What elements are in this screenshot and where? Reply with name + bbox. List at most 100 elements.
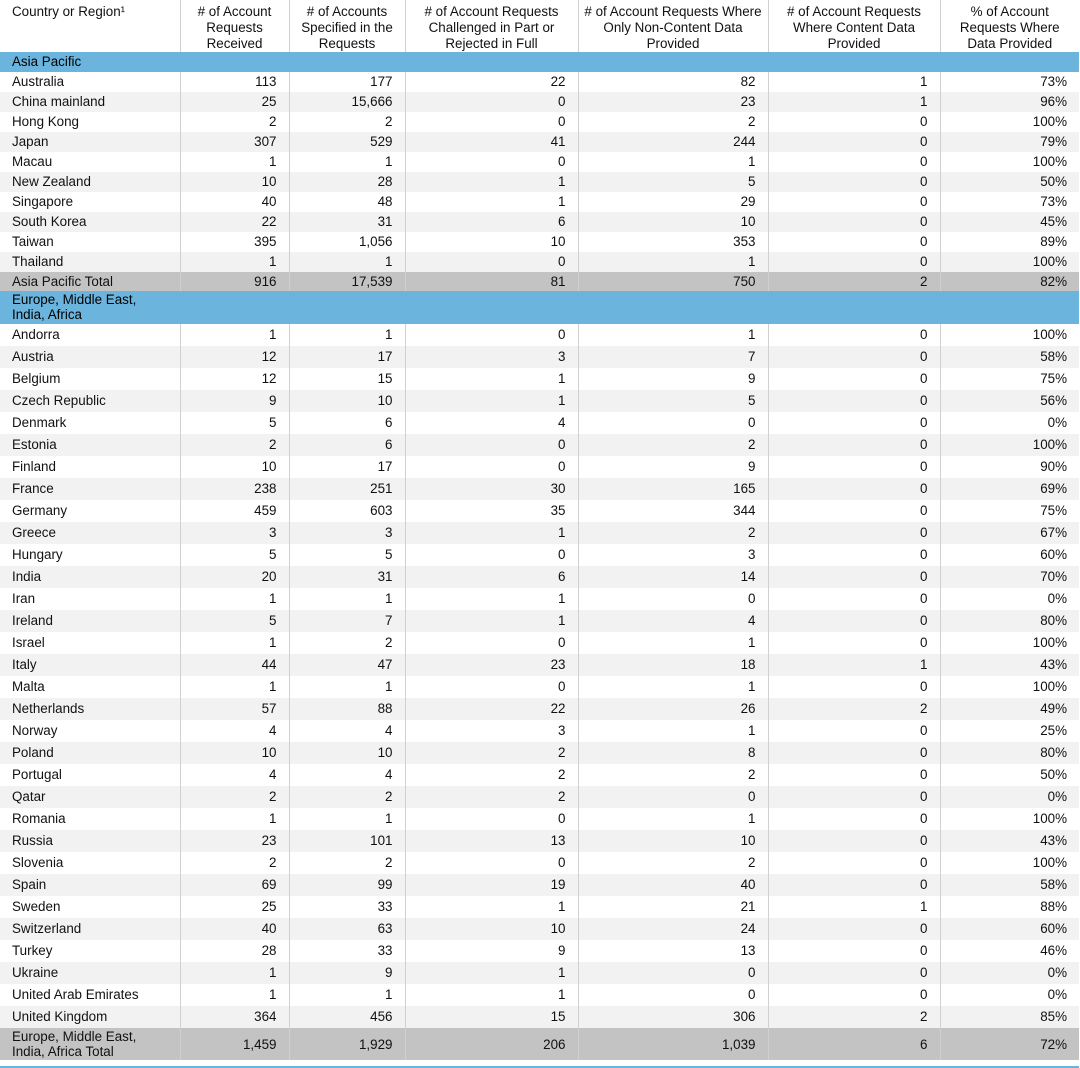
- cell-percent-provided: 46%: [1040, 943, 1067, 958]
- table-row: Qatar 2 2 2 0 0 0%: [0, 786, 1079, 808]
- cell-requests-received: 307: [180, 132, 290, 152]
- cell-content-provided: 0: [768, 764, 941, 786]
- cell-country: Spain: [0, 874, 181, 896]
- cell-non-content-provided: 0: [578, 962, 769, 984]
- cell-requests-challenged: 0: [405, 852, 579, 874]
- cell-requests-challenged: 22: [405, 698, 579, 720]
- cell-accounts-specified: 1: [289, 588, 406, 610]
- table-row: India 20 31 6 14 0 70%: [0, 566, 1079, 588]
- cell-accounts-specified: 1,056: [289, 232, 406, 252]
- cell-accounts-specified: 4: [289, 764, 406, 786]
- cell-requests-challenged: 13: [405, 830, 579, 852]
- cell-content-provided: 0: [768, 212, 941, 232]
- cell-country: Poland: [0, 742, 181, 764]
- table-row: Estonia 2 6 0 2 0 100%: [0, 434, 1079, 456]
- cell-content-provided: 0: [768, 720, 941, 742]
- cell-country: Ukraine: [0, 962, 181, 984]
- cell-requests-challenged: 41: [405, 132, 579, 152]
- total-content-provided: 2: [768, 272, 941, 291]
- cell-content-provided: 0: [768, 522, 941, 544]
- cell-percent-provided: 100%: [1032, 114, 1067, 129]
- cell-accounts-specified: 15: [289, 368, 406, 390]
- cell-percent-provided: 100%: [1032, 811, 1067, 826]
- cell-requests-received: 4: [180, 720, 290, 742]
- cell-accounts-specified: 63: [289, 918, 406, 940]
- cell-requests-challenged: 0: [405, 152, 579, 172]
- cell-accounts-specified: 31: [289, 566, 406, 588]
- cell-content-provided: 0: [768, 390, 941, 412]
- cell-percent-provided: 0%: [1047, 987, 1067, 1002]
- cell-non-content-provided: 1: [578, 676, 769, 698]
- cell-percent-provided: 50%: [940, 172, 1079, 192]
- cell-requests-received: 1: [180, 152, 290, 172]
- header-row: Country or Region¹ # of Account Requests…: [0, 0, 1079, 52]
- cell-requests-received: 1: [180, 676, 290, 698]
- cell-non-content-provided: 1: [578, 324, 769, 346]
- cell-percent-provided: 0%: [1047, 591, 1067, 606]
- cell-accounts-specified: 99: [289, 874, 406, 896]
- cell-content-provided: 0: [768, 676, 941, 698]
- total-label: Asia Pacific Total: [0, 272, 181, 291]
- table-body: Asia Pacific Australia 113 177 22 82 1 73% China…: [0, 52, 1079, 1060]
- cell-accounts-specified: 47: [289, 654, 406, 676]
- cell-requests-received: 10: [180, 742, 290, 764]
- cell-non-content-provided: 0: [578, 984, 769, 1006]
- cell-content-provided: 0: [768, 346, 941, 368]
- cell-requests-received: 40: [180, 192, 290, 212]
- cell-non-content-provided: 0: [578, 786, 769, 808]
- region-total-row: Europe, Middle East, India, Africa Total…: [0, 1028, 1079, 1060]
- cell-content-provided: 0: [768, 984, 941, 1006]
- cell-accounts-specified: 603: [289, 500, 406, 522]
- cell-non-content-provided: 23: [578, 92, 769, 112]
- cell-percent-provided: 75%: [1040, 503, 1067, 518]
- cell-non-content-provided: 8: [578, 742, 769, 764]
- table-row: United Arab Emirates 1 1 1 0 0 0%: [0, 984, 1079, 1006]
- cell-requests-received: 5: [180, 610, 290, 632]
- cell-non-content-provided: 1: [578, 808, 769, 830]
- table-row: Turkey 28 33 9 13 0 46%: [0, 940, 1079, 962]
- cell-accounts-specified: 529: [289, 132, 406, 152]
- header-percent-provided: % of Account Requests Where Data Provide…: [959, 4, 1060, 51]
- cell-requests-challenged: 1: [405, 522, 579, 544]
- cell-requests-received: 23: [180, 830, 290, 852]
- cell-requests-received: 3: [180, 522, 290, 544]
- cell-percent-provided: 73%: [1040, 194, 1067, 209]
- cell-country: Japan: [0, 132, 181, 152]
- cell-percent-provided: 60%: [940, 918, 1079, 940]
- cell-requests-challenged: 19: [405, 874, 579, 896]
- cell-non-content-provided: 1: [578, 252, 769, 272]
- cell-requests-challenged: 0: [405, 808, 579, 830]
- cell-country: New Zealand: [0, 172, 181, 192]
- cell-country: Italy: [0, 654, 181, 676]
- cell-percent-provided: 58%: [940, 874, 1079, 896]
- cell-country: Singapore: [0, 192, 181, 212]
- cell-non-content-provided: 5: [578, 172, 769, 192]
- cell-requests-challenged: 6: [405, 212, 579, 232]
- table-row: United Kingdom 364 456 15 306 2 85%: [0, 1006, 1079, 1028]
- cell-accounts-specified: 48: [289, 192, 406, 212]
- cell-accounts-specified: 31: [289, 212, 406, 232]
- cell-percent-provided: 69%: [940, 478, 1079, 500]
- table-row: Hungary 5 5 0 3 0 60%: [0, 544, 1079, 566]
- cell-content-provided: 0: [768, 962, 941, 984]
- cell-content-provided: 0: [768, 786, 941, 808]
- cell-percent-provided: 60%: [1040, 547, 1067, 562]
- cell-percent-provided: 49%: [940, 698, 1079, 720]
- table-row: Norway 4 4 3 1 0 25%: [0, 720, 1079, 742]
- total-percent-provided: 72%: [940, 1028, 1079, 1060]
- table-row: Australia 113 177 22 82 1 73%: [0, 72, 1079, 92]
- cell-requests-received: 113: [180, 72, 290, 92]
- cell-non-content-provided: 1: [578, 152, 769, 172]
- cell-content-provided: 1: [768, 896, 941, 918]
- cell-percent-provided: 0%: [940, 962, 1079, 984]
- cell-country: Slovenia: [0, 852, 181, 874]
- cell-accounts-specified: 10: [289, 742, 406, 764]
- cell-requests-challenged: 30: [405, 478, 579, 500]
- cell-requests-received: 40: [180, 918, 290, 940]
- cell-requests-received: 1: [180, 324, 290, 346]
- cell-country: Portugal: [0, 764, 181, 786]
- cell-non-content-provided: 3: [578, 544, 769, 566]
- cell-country: Ireland: [0, 610, 181, 632]
- cell-content-provided: 1: [768, 92, 941, 112]
- cell-requests-received: 2: [180, 434, 290, 456]
